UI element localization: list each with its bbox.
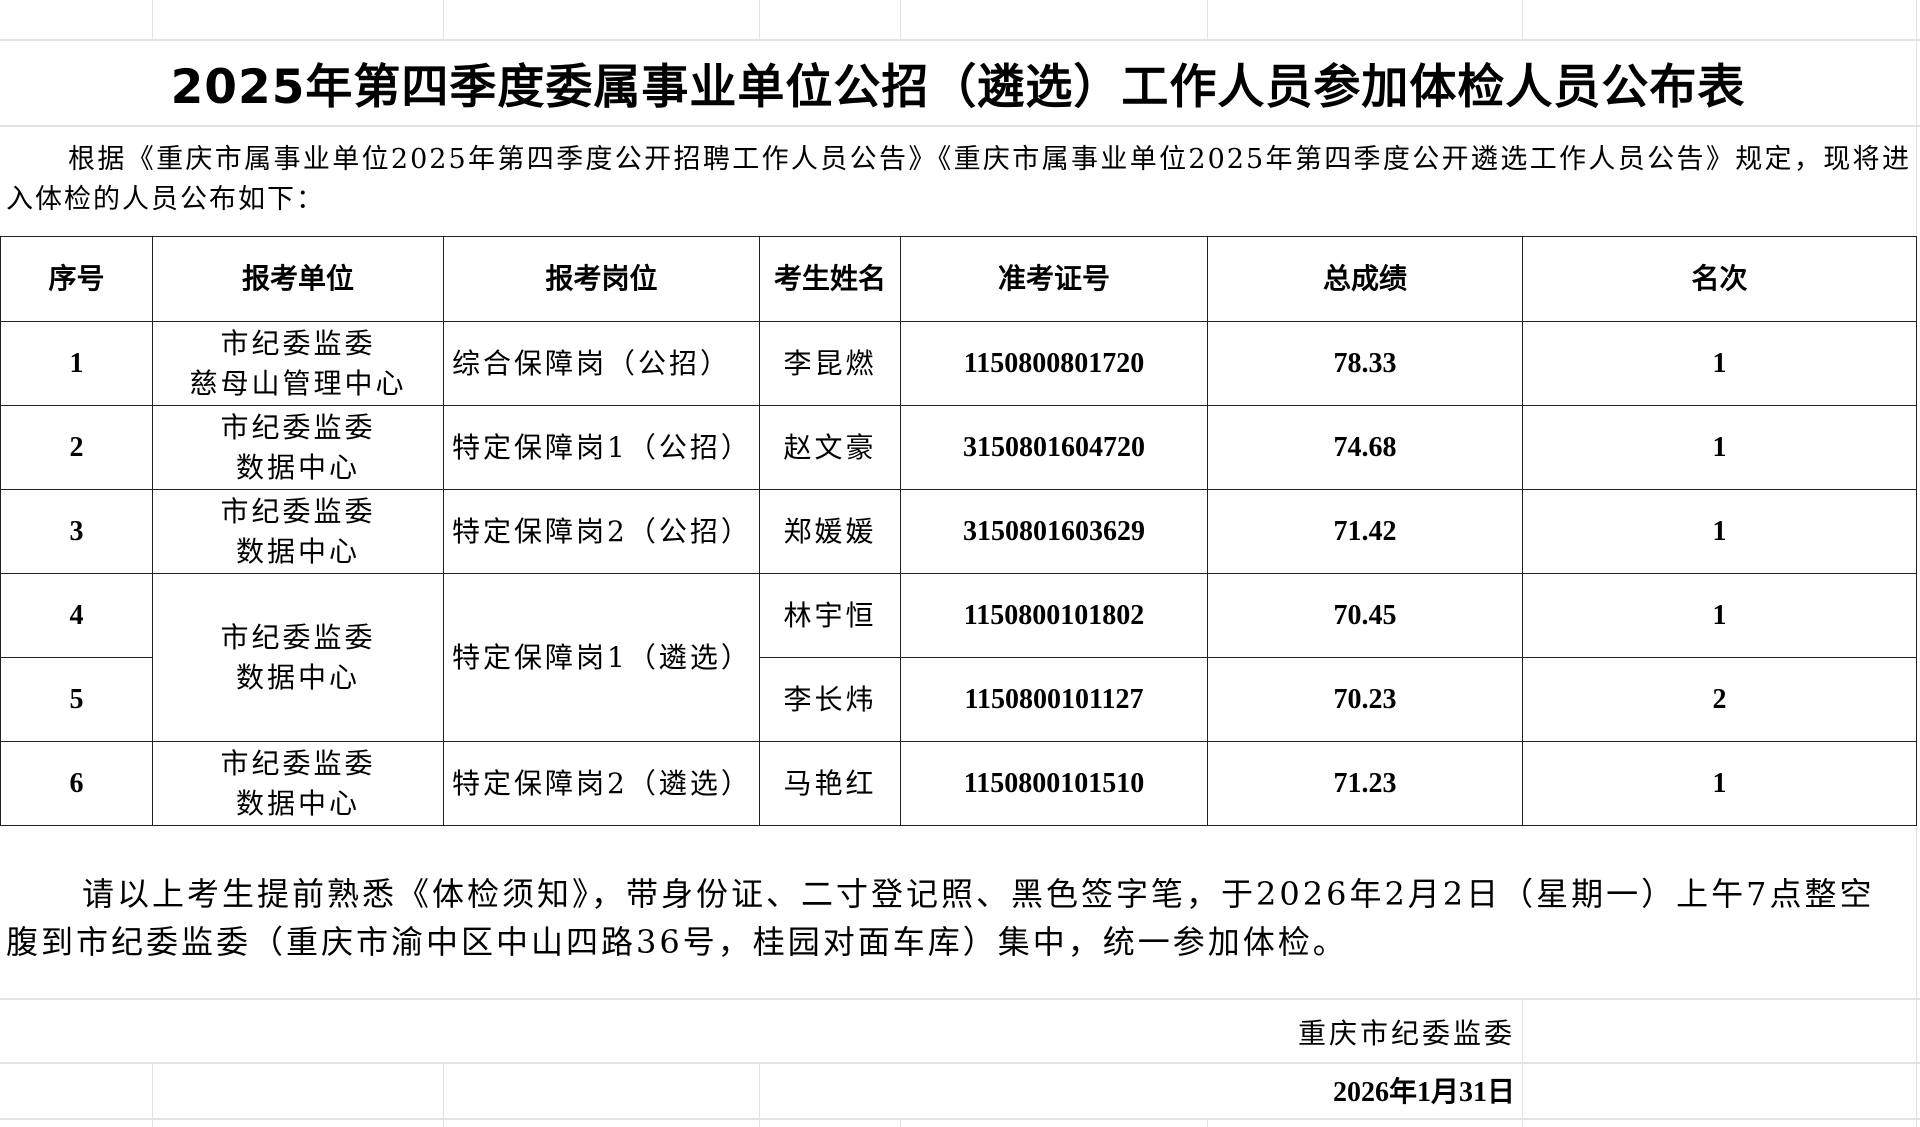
- table-header-row: 序号 报考单位 报考岗位 考生姓名 准考证号 总成绩 名次: [0, 236, 1917, 322]
- cell-name: 李长炜: [759, 657, 901, 742]
- unit-line: 市纪委监委: [220, 410, 376, 444]
- gridline: [0, 125, 1920, 127]
- header-no: 序号: [0, 236, 153, 322]
- cell-score: 70.45: [1207, 573, 1523, 658]
- unit-line: 数据中心: [235, 534, 360, 568]
- gridline: [0, 39, 1920, 41]
- cell-position: 综合保障岗（公招）: [443, 321, 760, 406]
- cell-ticket: 1150800101127: [900, 657, 1208, 742]
- unit-line: 市纪委监委: [220, 620, 376, 654]
- intro-paragraph: 根据《重庆市属事业单位2025年第四季度公开招聘工作人员公告》《重庆市属事业单位…: [6, 144, 1911, 215]
- cell-ticket: 1150800101802: [900, 573, 1208, 658]
- table-row: 3 市纪委监委数据中心 特定保障岗2（公招） 郑媛媛 3150801603629…: [0, 489, 1917, 574]
- gridline: [152, 0, 153, 39]
- cell-rank: 1: [1522, 489, 1917, 574]
- unit-line: 数据中心: [235, 450, 360, 484]
- gridline: [759, 1062, 760, 1127]
- page-title: 2025年第四季度委属事业单位公招（遴选）工作人员参加体检人员公布表: [170, 60, 1746, 115]
- cell-rank: 1: [1522, 405, 1917, 490]
- cell-unit: 市纪委监委 数据中心: [152, 489, 444, 574]
- gridline: [0, 1062, 1920, 1064]
- gridline: [1916, 0, 1917, 1127]
- cell-name: 李昆燃: [759, 321, 901, 406]
- unit-line: 市纪委监委: [220, 494, 376, 528]
- unit-line: 数据中心: [235, 660, 360, 694]
- date: 2026年1月31日: [1332, 1077, 1515, 1108]
- cell-position: 特定保障岗2（公招）: [443, 489, 760, 574]
- cell-no: 5: [0, 657, 153, 742]
- table-row: 6 市纪委监委数据中心 特定保障岗2（遴选） 马艳红 1150800101510…: [0, 741, 1917, 826]
- table-row: 5 李长炜 1150800101127 70.23 2: [0, 657, 1917, 742]
- unit-line: 慈母山管理中心: [189, 366, 407, 400]
- cell-ticket: 1150800101510: [900, 741, 1208, 826]
- cell-score: 71.23: [1207, 741, 1523, 826]
- gridline: [1207, 1118, 1208, 1127]
- unit-line: 市纪委监委: [220, 746, 376, 780]
- gridline: [1522, 998, 1523, 1127]
- notice-paragraph: 请以上考生提前熟悉《体检须知》，带身份证、二寸登记照、黑色签字笔，于2026年2…: [6, 875, 1875, 961]
- cell-ticket: 1150800801720: [900, 321, 1208, 406]
- table-row: 2 市纪委监委数据中心 特定保障岗1（公招） 赵文豪 3150801604720…: [0, 405, 1917, 490]
- cell-position: 特定保障岗1（遴选）: [443, 573, 760, 742]
- gridline: [443, 1062, 444, 1127]
- gridline: [1207, 0, 1208, 39]
- unit-line: 数据中心: [235, 786, 360, 820]
- cell-no: 3: [0, 489, 153, 574]
- gridline: [759, 0, 760, 39]
- cell-score: 74.68: [1207, 405, 1523, 490]
- gridline: [900, 1118, 901, 1127]
- cell-no: 6: [0, 741, 153, 826]
- table-row: 1 市纪委监委慈母山管理中心 综合保障岗（公招） 李昆燃 11508008017…: [0, 321, 1917, 406]
- cell-no: 1: [0, 321, 153, 406]
- unit-line: 市纪委监委: [220, 326, 376, 360]
- cell-unit: 市纪委监委 数据中心: [152, 573, 444, 742]
- cell-score: 71.42: [1207, 489, 1523, 574]
- gridline: [152, 1062, 153, 1127]
- cell-unit: 市纪委监委慈母山管理中心: [152, 321, 444, 406]
- table-row: 4 市纪委监委数据中心 特定保障岗1（遴选） 林宇恒 1150800101802…: [0, 573, 1917, 742]
- cell-rank: 1: [1522, 321, 1917, 406]
- cell-name: 林宇恒: [759, 573, 901, 658]
- header-name: 考生姓名: [759, 236, 901, 322]
- cell-name: 赵文豪: [759, 405, 901, 490]
- cell-score: 70.23: [1207, 657, 1523, 742]
- cell-unit: 市纪委监委 数据中心: [152, 741, 444, 826]
- cell-position: 特定保障岗2（遴选）: [443, 741, 760, 826]
- cell-no: 2: [0, 405, 153, 490]
- header-position: 报考岗位: [443, 236, 760, 322]
- gridline: [1522, 0, 1523, 39]
- header-rank: 名次: [1522, 236, 1917, 322]
- cell-rank: 1: [1522, 573, 1917, 658]
- gridline: [0, 1118, 1920, 1120]
- gridline: [0, 998, 1920, 1000]
- cell-rank: 1: [1522, 741, 1917, 826]
- results-table: 序号 报考单位 报考岗位 考生姓名 准考证号 总成绩 名次 1 市纪委监委慈母山…: [0, 236, 1917, 826]
- header-score: 总成绩: [1207, 236, 1523, 322]
- cell-ticket: 3150801604720: [900, 405, 1208, 490]
- cell-ticket: 3150801603629: [900, 489, 1208, 574]
- cell-rank: 2: [1522, 657, 1917, 742]
- cell-name: 马艳红: [759, 741, 901, 826]
- cell-no: 4: [0, 573, 153, 658]
- signature: 重庆市纪委监委: [1297, 1017, 1515, 1050]
- cell-position: 特定保障岗1（公招）: [443, 405, 760, 490]
- header-unit: 报考单位: [152, 236, 444, 322]
- header-ticket: 准考证号: [900, 236, 1208, 322]
- gridline: [900, 0, 901, 39]
- cell-unit: 市纪委监委 数据中心: [152, 405, 444, 490]
- cell-name: 郑媛媛: [759, 489, 901, 574]
- cell-score: 78.33: [1207, 321, 1523, 406]
- gridline: [443, 0, 444, 39]
